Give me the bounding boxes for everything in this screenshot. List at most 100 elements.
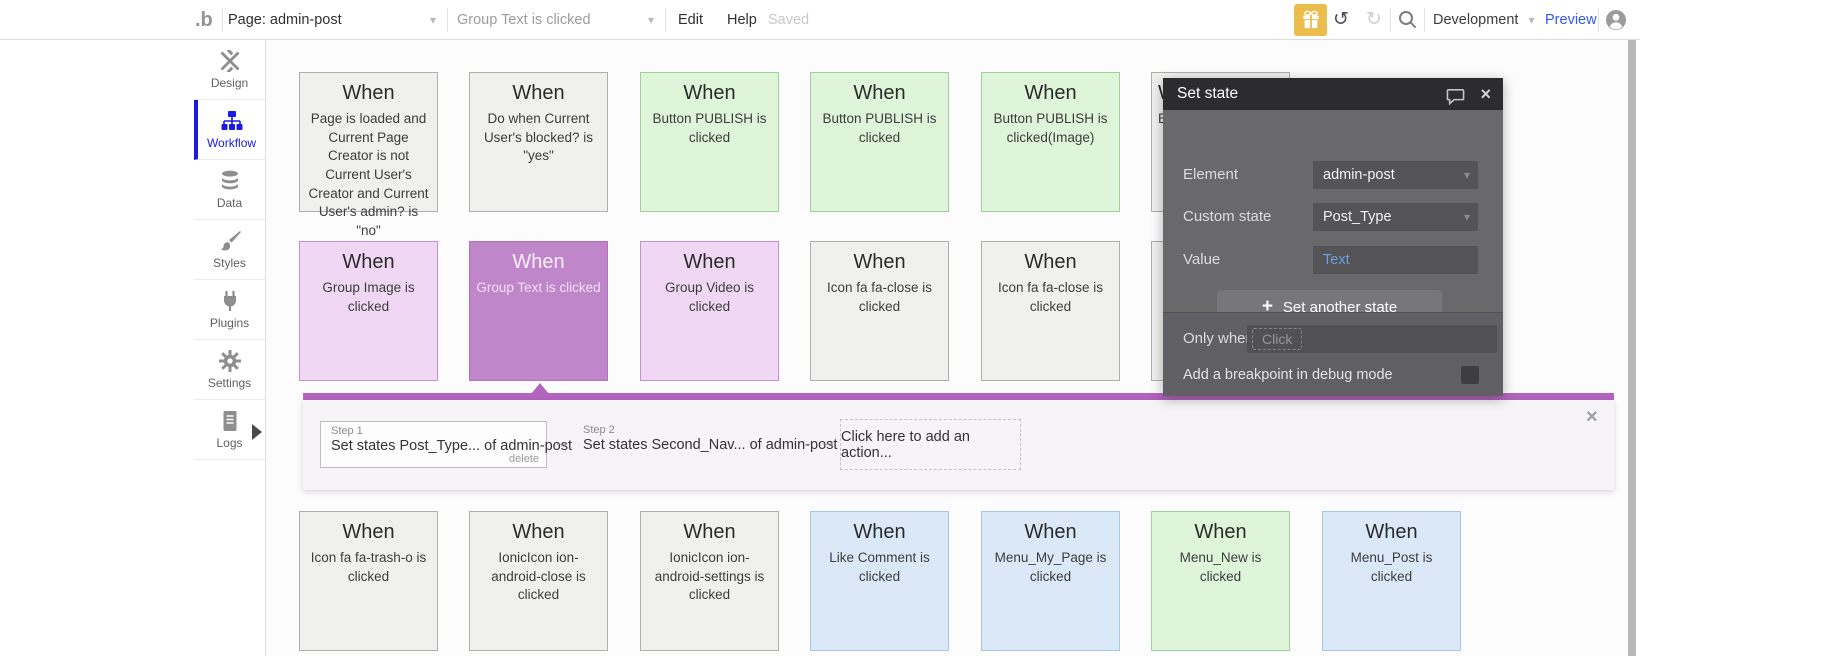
left-sidebar: Design Workflow <box>194 40 266 656</box>
comment-icon[interactable] <box>1446 85 1465 117</box>
sidebar-item-plugins[interactable]: Plugins <box>194 280 265 340</box>
event-card-text: IonicIcon ion-android-settings is clicke… <box>654 550 765 603</box>
event-card-title: When <box>1194 521 1247 543</box>
menu-edit[interactable]: Edit <box>678 12 703 28</box>
workflow-event-card[interactable]: When Button PUBLISH is clicked <box>810 72 949 212</box>
divider <box>1424 8 1425 32</box>
chevron-down-icon: ▾ <box>430 13 437 27</box>
workflow-event-card[interactable]: When Like Comment is clicked <box>810 511 949 651</box>
event-selector-dropdown[interactable]: Group Text is clicked ▾ <box>447 0 668 40</box>
gear-icon <box>218 349 241 373</box>
event-card-title: When <box>512 251 565 273</box>
workflow-event-card[interactable]: When Group Image is clicked <box>299 241 438 381</box>
bubble-logo[interactable]: .b <box>195 9 213 31</box>
environment-selector-dropdown[interactable]: Development ▾ <box>1433 0 1534 40</box>
workflow-event-card[interactable]: When Menu_New is clicked <box>1151 511 1290 651</box>
database-icon <box>219 169 241 193</box>
scrollbar-thumb[interactable] <box>1628 40 1636 656</box>
close-icon[interactable]: × <box>1586 406 1598 428</box>
workflow-event-card[interactable]: When Menu_My_Page is clicked <box>981 511 1120 651</box>
field-label: Value <box>1183 251 1221 268</box>
field-row-value: Value Text <box>1163 246 1503 274</box>
workflow-event-card[interactable]: When IonicIcon ion-android-settings is cl… <box>640 511 779 651</box>
event-card-text: Menu_Post is clicked <box>1350 550 1433 584</box>
delete-step-link[interactable]: delete <box>509 453 539 465</box>
step-action-text: Set states Second_Nav... of admin-post <box>583 437 838 453</box>
close-icon[interactable]: × <box>1480 84 1491 104</box>
event-card-text: IonicIcon ion-android-close is clicked <box>491 550 586 603</box>
event-card-text: Menu_New is clicked <box>1179 550 1262 584</box>
sidebar-item-design[interactable]: Design <box>194 40 265 100</box>
workflow-event-card[interactable]: When Icon fa fa-close is clicked <box>981 241 1120 381</box>
gift-icon <box>1302 10 1319 29</box>
selected-event-pointer <box>531 383 549 394</box>
workflow-event-card[interactable]: When Button PUBLISH is clicked <box>640 72 779 212</box>
menu-help[interactable]: Help <box>727 12 757 28</box>
sidebar-item-workflow[interactable]: Workflow <box>194 100 265 160</box>
add-action-button[interactable]: Click here to add an action... <box>840 419 1021 470</box>
plus-icon: + <box>1261 296 1273 317</box>
sidebar-item-settings[interactable]: Settings <box>194 340 265 400</box>
sidebar-item-label: Styles <box>213 256 246 270</box>
sidebar-item-styles[interactable]: Styles <box>194 220 265 280</box>
chevron-down-icon: ▾ <box>1463 168 1470 182</box>
event-card-text: Button PUBLISH is clicked(Image) <box>993 111 1108 145</box>
value-expression-input[interactable]: Text <box>1313 246 1478 274</box>
document-icon <box>219 409 241 433</box>
element-dropdown[interactable]: admin-post ▾ <box>1313 161 1478 189</box>
gift-button[interactable] <box>1294 4 1327 36</box>
environment-label: Development <box>1433 12 1519 28</box>
sidebar-item-logs[interactable]: Logs <box>194 400 265 460</box>
custom-state-dropdown-value: Post_Type <box>1323 209 1392 225</box>
set-another-state-label: Set another state <box>1282 299 1398 316</box>
only-when-label: Only when <box>1183 330 1254 347</box>
search-icon[interactable] <box>1398 10 1417 34</box>
workflow-event-card[interactable]: When Page is loaded and Current Page Crea… <box>299 72 438 238</box>
workflow-event-card[interactable]: When Group Text is clicked <box>469 241 608 381</box>
workflow-event-card[interactable]: When Do when Current User's blocked? is "… <box>469 72 608 212</box>
event-card-title: When <box>1365 521 1418 543</box>
event-card-title: When <box>683 521 736 543</box>
event-card-text: Icon fa fa-close is clicked <box>826 280 933 314</box>
field-row-custom-state: Custom state Post_Type ▾ <box>1163 203 1503 231</box>
workflow-event-card[interactable]: When Icon fa fa-trash-o is clicked <box>299 511 438 651</box>
workflow-event-card[interactable]: When Group Video is clicked <box>640 241 779 381</box>
paintbrush-icon <box>219 229 241 253</box>
divider <box>1598 8 1599 32</box>
custom-state-dropdown[interactable]: Post_Type ▾ <box>1313 203 1478 231</box>
chevron-down-icon: ▾ <box>1463 210 1470 224</box>
user-avatar[interactable] <box>1605 9 1627 31</box>
page-selector-dropdown[interactable]: Page: admin-post ▾ <box>222 0 447 40</box>
divider <box>222 8 223 32</box>
vertical-scrollbar <box>1628 40 1636 656</box>
preview-button[interactable]: Preview <box>1545 12 1597 28</box>
sidebar-expand-handle[interactable] <box>252 424 262 440</box>
sidebar-item-data[interactable]: Data <box>194 160 265 220</box>
only-when-row: Only when Click <box>1163 325 1503 353</box>
workflow-event-card[interactable]: When Icon fa fa-close is clicked <box>810 241 949 381</box>
redo-icon: ↻ <box>1366 9 1382 30</box>
dialog-footer: Only when Click Add a breakpoint in debu… <box>1163 312 1503 396</box>
event-card-title: When <box>1024 251 1077 273</box>
event-card-title: When <box>342 82 395 104</box>
workflow-event-card[interactable]: When Menu_Post is clicked <box>1322 511 1461 651</box>
undo-icon[interactable]: ↺ <box>1333 9 1349 30</box>
step-1-action[interactable]: Step 1 Set states Post_Type... of admin-… <box>320 421 572 468</box>
design-tools-icon <box>219 49 241 73</box>
breakpoint-checkbox[interactable] <box>1461 366 1479 384</box>
sidebar-item-label: Settings <box>207 376 252 390</box>
step-2-action[interactable]: Step 2 Set states Second_Nav... of admin… <box>583 424 837 468</box>
chevron-down-icon: ▾ <box>1528 13 1535 27</box>
dialog-body: Element admin-post ▾ Custom state Post_T… <box>1163 110 1503 324</box>
event-card-title: When <box>853 521 906 543</box>
workflow-event-card[interactable]: When Button PUBLISH is clicked(Image) <box>981 72 1120 212</box>
divider <box>1390 8 1391 32</box>
event-card-title: When <box>512 82 565 104</box>
workflow-event-card[interactable]: When IonicIcon ion-android-close is click… <box>469 511 608 651</box>
event-card-title: When <box>683 251 736 273</box>
value-expression-text: Text <box>1323 252 1350 268</box>
action-steps-panel: Step 1 Set states Post_Type... of admin-… <box>303 400 1614 490</box>
only-when-input[interactable]: Click <box>1247 325 1497 353</box>
event-card-text: Do when Current User's blocked? is "yes" <box>483 111 594 164</box>
event-card-title: When <box>342 251 395 273</box>
